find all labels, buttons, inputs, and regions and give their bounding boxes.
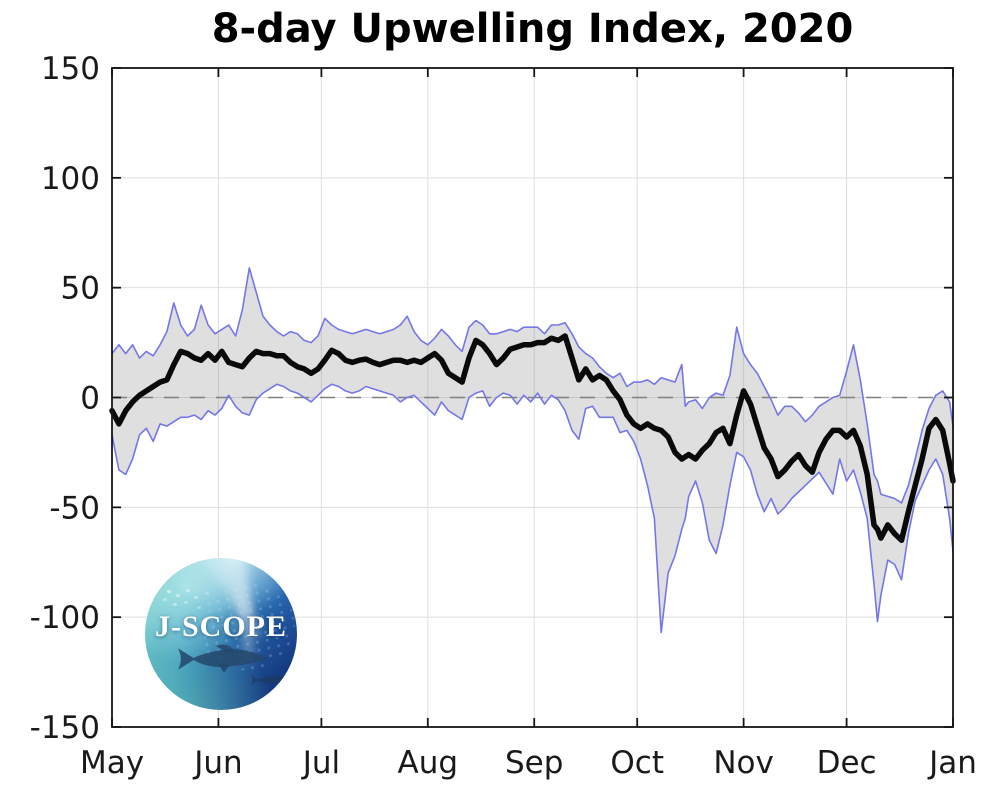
- chart-title: 8-day Upwelling Index, 2020: [211, 6, 854, 52]
- small-fish-icon: [251, 675, 292, 685]
- x-tick-label: Sep: [505, 745, 563, 781]
- y-tick-label: 150: [41, 51, 100, 87]
- y-tick-label: -150: [30, 710, 100, 746]
- fish-school-dots: [167, 590, 171, 593]
- x-tick-label: Jul: [301, 745, 340, 781]
- x-tick-label: Aug: [398, 745, 459, 781]
- fish-icon: [177, 644, 269, 673]
- y-tick-label: -50: [49, 490, 100, 526]
- x-tick-label: Dec: [817, 745, 877, 781]
- x-tick-label: Jun: [192, 745, 242, 781]
- lower-envelope-line: [111, 383, 954, 634]
- x-tick-label: Jan: [927, 745, 977, 781]
- x-tick-label: Nov: [713, 745, 774, 781]
- y-tick-label: -100: [30, 600, 100, 636]
- x-tick-label: May: [80, 745, 144, 781]
- mean-line: [109, 333, 956, 544]
- jscope-logo: J-SCOPE: [145, 558, 297, 710]
- y-tick-label: 100: [41, 161, 100, 197]
- upper-envelope-line: [111, 267, 954, 504]
- y-tick-label: 50: [61, 271, 100, 307]
- x-tick-label: Oct: [610, 745, 664, 781]
- y-tick-label: 0: [80, 381, 100, 417]
- logo-text: J-SCOPE: [154, 610, 287, 643]
